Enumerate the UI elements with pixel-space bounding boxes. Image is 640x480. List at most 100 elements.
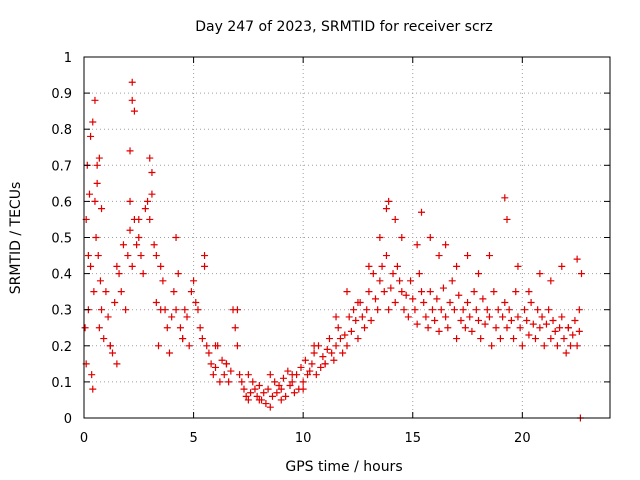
- data-point: [387, 284, 395, 292]
- data-point: [133, 241, 141, 249]
- data-point: [196, 324, 204, 332]
- data-point: [201, 262, 209, 270]
- data-point: [437, 306, 445, 314]
- data-point: [426, 288, 434, 296]
- data-point: [96, 277, 104, 285]
- data-point: [172, 306, 180, 314]
- data-point: [240, 385, 248, 393]
- data-point: [266, 403, 274, 411]
- plot-frame: [83, 56, 611, 419]
- data-point: [501, 298, 509, 306]
- data-point: [185, 342, 193, 350]
- data-point: [376, 234, 384, 241]
- y-tick-label: 0: [64, 412, 72, 427]
- data-point: [242, 392, 250, 400]
- data-point: [529, 320, 537, 328]
- data-point: [569, 331, 577, 339]
- data-point: [312, 371, 320, 379]
- data-point: [181, 306, 189, 314]
- data-point: [157, 306, 165, 314]
- data-point: [150, 241, 158, 249]
- data-point: [433, 295, 441, 303]
- data-point: [144, 197, 152, 205]
- data-point: [553, 342, 561, 350]
- data-point: [163, 324, 171, 332]
- data-point: [157, 262, 165, 270]
- data-point: [152, 252, 160, 260]
- data-point: [207, 360, 215, 368]
- axis-ticks: [83, 56, 610, 419]
- data-point: [523, 317, 531, 325]
- data-point: [247, 389, 255, 397]
- data-point: [190, 277, 198, 285]
- data-point: [236, 371, 244, 379]
- data-point: [444, 324, 452, 332]
- data-point: [152, 298, 160, 306]
- data-point: [551, 327, 559, 335]
- data-point: [203, 342, 211, 350]
- data-point: [141, 205, 149, 213]
- data-point: [115, 270, 123, 278]
- data-point: [174, 270, 182, 278]
- data-point: [84, 252, 92, 260]
- data-point: [549, 317, 557, 325]
- data-point: [268, 392, 276, 400]
- data-point: [85, 190, 93, 198]
- data-point: [510, 335, 518, 343]
- data-point: [238, 378, 246, 386]
- data-point: [310, 342, 318, 350]
- data-point: [385, 197, 393, 205]
- data-point: [93, 161, 101, 169]
- data-point: [540, 342, 548, 350]
- data-point: [446, 298, 454, 306]
- y-tick-labels: 0 0.1 0.2 0.3 0.4 0.5 0.6 0.7 0.8 0.9 1: [51, 51, 72, 427]
- x-tick-labels: 0 5 10 15 20: [80, 431, 531, 446]
- data-point: [367, 317, 375, 325]
- data-point: [94, 252, 102, 260]
- data-point: [494, 306, 502, 314]
- data-point: [393, 262, 401, 270]
- data-point: [418, 208, 426, 216]
- data-point: [472, 306, 480, 314]
- data-point: [341, 331, 349, 339]
- data-point: [93, 179, 101, 187]
- data-point: [135, 234, 143, 241]
- data-point: [562, 349, 570, 357]
- data-point: [512, 288, 520, 296]
- x-tick-label: 5: [189, 431, 197, 446]
- data-point: [339, 349, 347, 357]
- x-tick-label: 15: [404, 431, 421, 446]
- data-point: [90, 288, 98, 296]
- data-point: [279, 374, 287, 382]
- data-point: [146, 154, 154, 162]
- data-point: [233, 342, 241, 350]
- data-point: [448, 277, 456, 285]
- data-point: [485, 313, 493, 321]
- data-point: [398, 288, 406, 296]
- data-point: [361, 324, 369, 332]
- data-point: [547, 335, 555, 343]
- grid-lines: [84, 57, 610, 418]
- data-point: [442, 313, 450, 321]
- data-point: [485, 252, 493, 260]
- data-point: [525, 331, 533, 339]
- data-point: [404, 313, 412, 321]
- data-point: [352, 317, 360, 325]
- data-point: [376, 277, 384, 285]
- data-point: [176, 324, 184, 332]
- data-point: [89, 118, 97, 126]
- data-point: [81, 324, 89, 332]
- data-point: [518, 342, 526, 350]
- data-point: [275, 382, 283, 390]
- data-point: [499, 313, 507, 321]
- data-point: [334, 324, 342, 332]
- data-point: [488, 342, 496, 350]
- data-point: [424, 324, 432, 332]
- data-point: [558, 262, 566, 270]
- data-point: [233, 306, 241, 314]
- data-point: [119, 241, 127, 249]
- data-point: [345, 313, 353, 321]
- data-point: [155, 342, 163, 350]
- x-tick-label: 10: [295, 431, 312, 446]
